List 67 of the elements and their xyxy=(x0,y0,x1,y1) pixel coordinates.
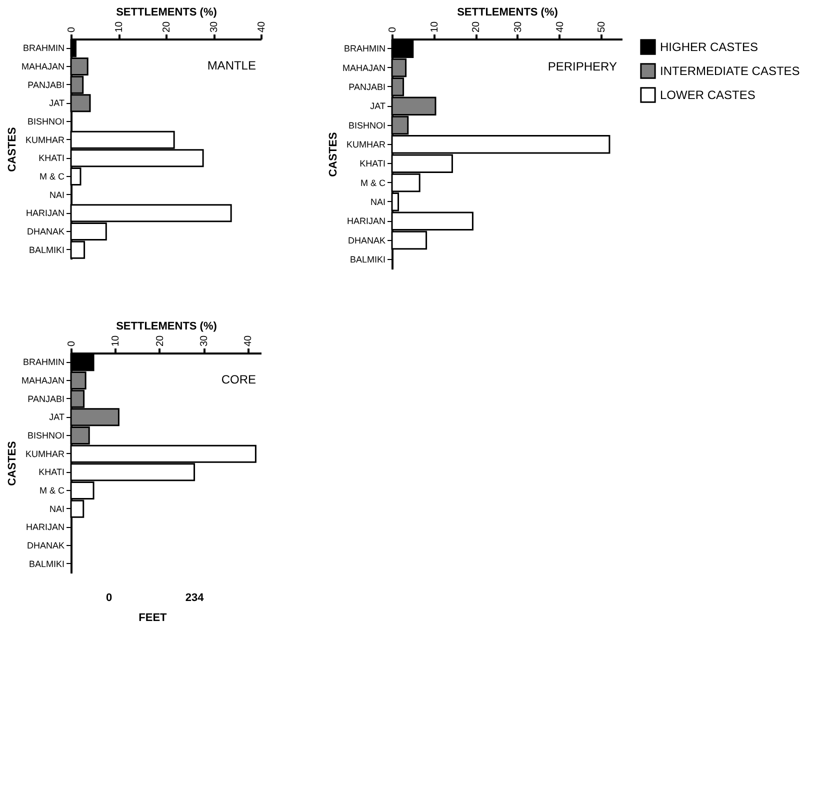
y-tick-label: BRAHMIN xyxy=(344,44,386,54)
legend-label: INTERMEDIATE CASTES xyxy=(660,64,800,78)
y-tick-label: BALMIKI xyxy=(28,558,64,569)
x-tick-label: 20 xyxy=(162,20,172,32)
y-tick-label: HARIJAN xyxy=(26,522,64,532)
x-tick-label: 30 xyxy=(209,20,220,32)
y-tick-label: DHANAK xyxy=(26,540,64,550)
y-tick-label: KHATI xyxy=(360,158,386,169)
y-tick-label: NAI xyxy=(49,504,64,514)
y-tick-label: PANJABI xyxy=(28,394,64,404)
y-tick-label: KUMHAR xyxy=(346,139,386,150)
y-tick-label: KHATI xyxy=(38,153,64,164)
x-tick-label: 10 xyxy=(429,20,440,32)
x-tick-label: 20 xyxy=(471,20,482,32)
x-tick-label: 50 xyxy=(596,20,608,32)
y-tick-label: BRAHMIN xyxy=(22,43,64,54)
y-axis-title: CASTES xyxy=(327,132,340,177)
y-tick-label: KHATI xyxy=(38,467,64,478)
y-tick-label: JAT xyxy=(49,412,65,422)
y-tick-label: NAI xyxy=(370,196,386,207)
x-tick-label: 10 xyxy=(110,334,122,346)
y-tick-label: PANJABI xyxy=(28,80,64,90)
x-tick-label: 30 xyxy=(199,334,210,346)
y-tick-label: KUMHAR xyxy=(25,448,65,459)
text: 0 xyxy=(106,592,112,604)
y-tick-label: M & C xyxy=(39,172,65,182)
x-tick-label: 0 xyxy=(66,340,78,346)
text: 234 xyxy=(185,592,205,604)
y-tick-label: MAHAJAN xyxy=(342,62,386,73)
x-tick-label: 40 xyxy=(243,334,254,346)
y-tick-label: MAHAJAN xyxy=(21,62,64,72)
y-tick-label: M & C xyxy=(360,178,386,188)
y-tick-label: DHANAK xyxy=(26,226,64,236)
x-tick-label: 30 xyxy=(512,20,524,32)
y-tick-label: KUMHAR xyxy=(25,134,65,145)
y-tick-label: MAHAJAN xyxy=(21,376,64,386)
y-tick-label: DHANAK xyxy=(348,235,386,246)
y-tick-label: PANJABI xyxy=(348,82,386,92)
text: CORE xyxy=(221,372,256,386)
text: MANTLE xyxy=(207,58,256,72)
y-tick-label: BISHNOI xyxy=(27,430,64,440)
y-tick-label: BISHNOI xyxy=(27,116,64,126)
x-tick-label: 0 xyxy=(66,26,78,32)
y-tick-label: JAT xyxy=(49,98,65,108)
y-tick-label: BALMIKI xyxy=(28,244,64,255)
x-tick-label: 20 xyxy=(154,334,166,346)
legend-label: HIGHER CASTES xyxy=(660,40,758,54)
x-tick-label: 0 xyxy=(388,26,398,32)
text: FEET xyxy=(138,612,168,624)
y-axis-title: CASTES xyxy=(6,441,18,486)
x-axis-title: SETTLEMENTS (%) xyxy=(116,320,218,332)
x-tick-label: 40 xyxy=(256,20,268,32)
y-tick-label: BISHNOI xyxy=(348,120,386,130)
y-tick-label: BALMIKI xyxy=(350,254,386,264)
y-tick-label: HARIJAN xyxy=(26,208,64,218)
x-axis-title: SETTLEMENTS (%) xyxy=(116,6,218,18)
y-axis-title: CASTES xyxy=(6,127,18,172)
x-tick-label: 40 xyxy=(554,20,566,32)
x-tick-label: 10 xyxy=(114,20,125,32)
y-tick-label: M & C xyxy=(39,486,65,496)
legend-label: LOWER CASTES xyxy=(660,88,756,102)
y-tick-label: JAT xyxy=(370,101,386,112)
y-tick-label: HARIJAN xyxy=(346,216,386,226)
y-tick-label: NAI xyxy=(49,190,64,200)
y-tick-label: BRAHMIN xyxy=(22,357,64,368)
text: PERIPHERY xyxy=(548,60,617,74)
x-axis-title: SETTLEMENTS (%) xyxy=(457,6,558,18)
